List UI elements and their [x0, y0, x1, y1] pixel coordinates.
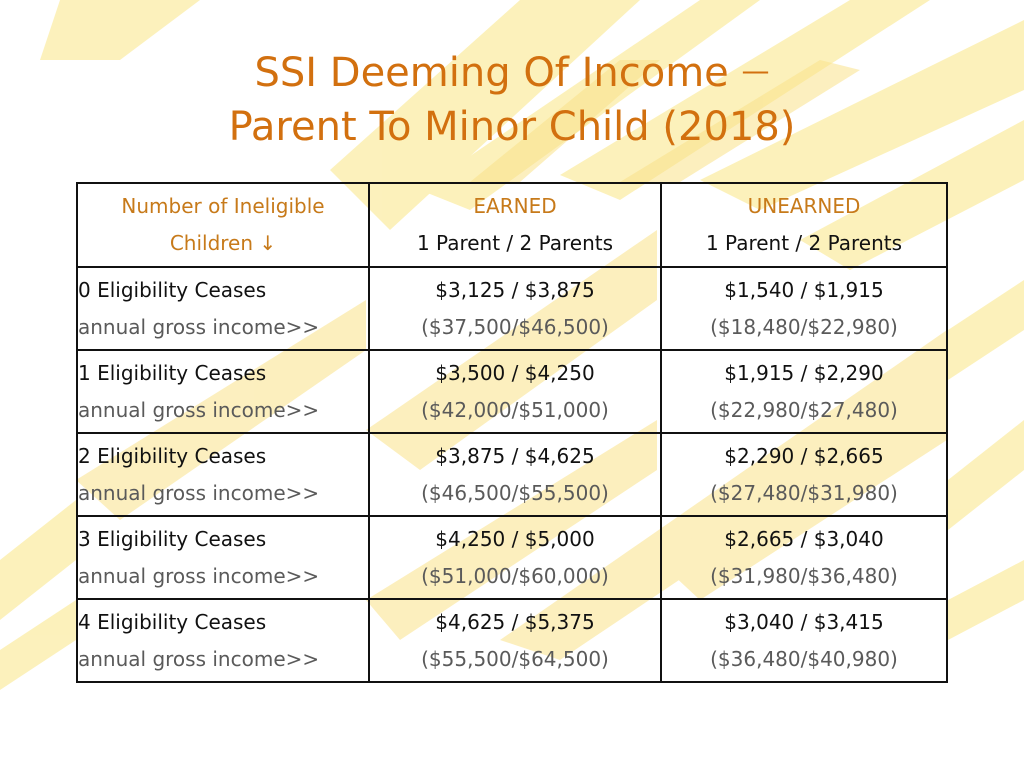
earned-monthly: $4,250 / $5,000: [435, 526, 595, 551]
earned-annual: ($37,500/$46,500): [421, 314, 609, 339]
table-row: 1 Eligibility Ceases annual gross income…: [76, 349, 948, 434]
title-line-1: SSI Deeming Of Income —: [0, 44, 1024, 100]
header-unearned-top: UNEARNED: [747, 194, 861, 218]
earned-annual: ($55,500/$64,500): [421, 646, 609, 671]
unearned-cell: $2,665 / $3,040 ($31,980/$36,480): [660, 515, 948, 600]
unearned-cell: $2,290 / $2,665 ($27,480/$31,980): [660, 432, 948, 517]
row-label-cell: 0 Eligibility Ceases annual gross income…: [76, 266, 370, 351]
unearned-monthly: $1,915 / $2,290: [724, 360, 884, 385]
header-earned-top: EARNED: [473, 194, 557, 218]
table-row: 2 Eligibility Ceases annual gross income…: [76, 432, 948, 517]
earned-annual: ($46,500/$55,500): [421, 480, 609, 505]
unearned-cell: $3,040 / $3,415 ($36,480/$40,980): [660, 598, 948, 683]
title-text-1: SSI Deeming Of Income: [254, 50, 729, 96]
table-row: 3 Eligibility Ceases annual gross income…: [76, 515, 948, 600]
earned-cell: $4,250 / $5,000 ($51,000/$60,000): [368, 515, 662, 600]
row-sublabel: annual gross income>>: [78, 314, 320, 339]
row-label: 2 Eligibility Ceases: [78, 443, 267, 468]
table-row: 0 Eligibility Ceases annual gross income…: [76, 266, 948, 351]
earned-monthly: $3,125 / $3,875: [435, 277, 595, 302]
unearned-monthly: $2,290 / $2,665: [724, 443, 884, 468]
row-label: 4 Eligibility Ceases: [78, 609, 267, 634]
deeming-table: Number of Ineligible Children ↓ EARNED 1…: [76, 182, 948, 683]
header-children: Number of Ineligible Children ↓: [76, 182, 370, 268]
unearned-annual: ($22,980/$27,480): [710, 397, 898, 422]
header-children-bottom: Children ↓: [169, 231, 277, 255]
unearned-cell: $1,915 / $2,290 ($22,980/$27,480): [660, 349, 948, 434]
header-row: Number of Ineligible Children ↓ EARNED 1…: [76, 182, 948, 268]
slide-title: SSI Deeming Of Income — Parent To Minor …: [0, 44, 1024, 154]
title-line-2: Parent To Minor Child (2018): [228, 104, 796, 150]
unearned-monthly: $3,040 / $3,415: [724, 609, 884, 634]
header-earned: EARNED 1 Parent / 2 Parents: [368, 182, 662, 268]
earned-cell: $3,125 / $3,875 ($37,500/$46,500): [368, 266, 662, 351]
header-earned-bottom: 1 Parent / 2 Parents: [416, 231, 614, 255]
row-sublabel: annual gross income>>: [78, 563, 320, 588]
row-label-cell: 2 Eligibility Ceases annual gross income…: [76, 432, 370, 517]
unearned-monthly: $2,665 / $3,040: [724, 526, 884, 551]
row-sublabel: annual gross income>>: [78, 397, 320, 422]
row-label-cell: 3 Eligibility Ceases annual gross income…: [76, 515, 370, 600]
earned-cell: $3,875 / $4,625 ($46,500/$55,500): [368, 432, 662, 517]
row-label-cell: 1 Eligibility Ceases annual gross income…: [76, 349, 370, 434]
header-unearned-bottom: 1 Parent / 2 Parents: [705, 231, 903, 255]
earned-cell: $4,625 / $5,375 ($55,500/$64,500): [368, 598, 662, 683]
unearned-monthly: $1,540 / $1,915: [724, 277, 884, 302]
earned-monthly: $3,875 / $4,625: [435, 443, 595, 468]
earned-annual: ($42,000/$51,000): [421, 397, 609, 422]
row-sublabel: annual gross income>>: [78, 646, 320, 671]
title-dash: —: [741, 54, 770, 87]
earned-monthly: $4,625 / $5,375: [435, 609, 595, 634]
unearned-annual: ($18,480/$22,980): [710, 314, 898, 339]
unearned-annual: ($36,480/$40,980): [710, 646, 898, 671]
header-unearned: UNEARNED 1 Parent / 2 Parents: [660, 182, 948, 268]
unearned-cell: $1,540 / $1,915 ($18,480/$22,980): [660, 266, 948, 351]
earned-cell: $3,500 / $4,250 ($42,000/$51,000): [368, 349, 662, 434]
row-sublabel: annual gross income>>: [78, 480, 320, 505]
row-label-cell: 4 Eligibility Ceases annual gross income…: [76, 598, 370, 683]
earned-annual: ($51,000/$60,000): [421, 563, 609, 588]
table-row: 4 Eligibility Ceases annual gross income…: [76, 598, 948, 683]
unearned-annual: ($31,980/$36,480): [710, 563, 898, 588]
header-children-top: Number of Ineligible: [121, 194, 325, 218]
earned-monthly: $3,500 / $4,250: [435, 360, 595, 385]
row-label: 0 Eligibility Ceases: [78, 277, 267, 302]
row-label: 3 Eligibility Ceases: [78, 526, 267, 551]
row-label: 1 Eligibility Ceases: [78, 360, 267, 385]
unearned-annual: ($27,480/$31,980): [710, 480, 898, 505]
